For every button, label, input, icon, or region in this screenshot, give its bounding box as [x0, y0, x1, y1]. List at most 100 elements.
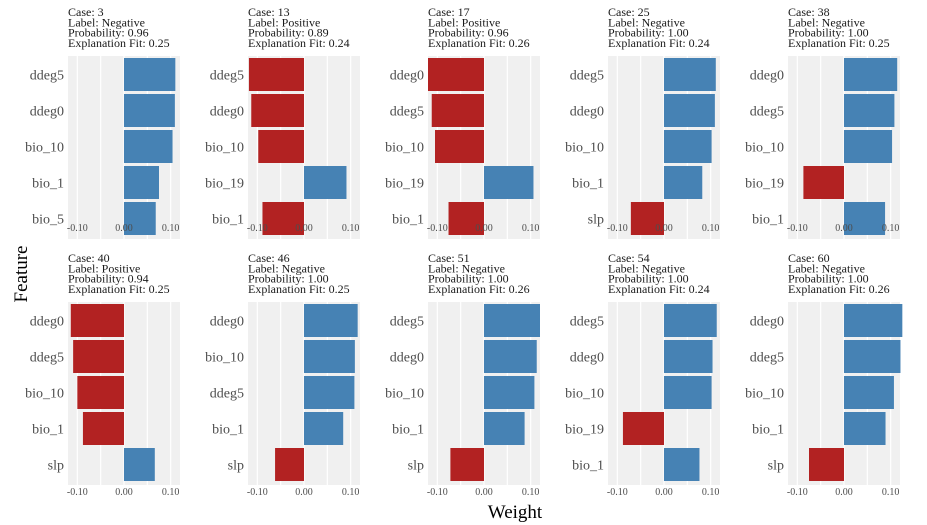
bar-bio_1: [484, 412, 525, 445]
facet-header-line: Label: Negative: [608, 15, 685, 29]
bar-bio_1: [664, 166, 703, 199]
bar-bio_5: [124, 202, 156, 235]
facet-header-line: Explanation Fit: 0.25: [68, 282, 170, 296]
feature-label: bio_10: [205, 141, 244, 156]
feature-label: ddeg0: [570, 351, 604, 366]
facet-header-line: Label: Negative: [428, 261, 505, 275]
bar-bio_10: [304, 340, 355, 373]
x-tick-label: 0.00: [475, 487, 493, 498]
x-tick-label: 0.00: [475, 223, 493, 234]
x-tick-label: 0.10: [342, 223, 360, 234]
bar-ddeg0: [844, 304, 903, 337]
bar-bio_10: [664, 130, 712, 163]
facet-header-line: Label: Negative: [608, 261, 685, 275]
bar-slp: [124, 448, 155, 481]
facet-header-line: Label: Negative: [788, 15, 865, 29]
feature-label: ddeg5: [30, 351, 64, 366]
facet-header-line: Probability: 1.00: [248, 272, 329, 286]
feature-label: bio_19: [385, 177, 424, 192]
facet-header-line: Explanation Fit: 0.25: [788, 36, 890, 50]
feature-label: ddeg5: [210, 387, 244, 402]
bar-bio_10: [844, 376, 894, 409]
facet-header-line: Explanation Fit: 0.24: [608, 282, 710, 296]
facet-header-line: Explanation Fit: 0.25: [248, 282, 350, 296]
bar-bio_1: [844, 202, 886, 235]
bar-bio_10: [77, 376, 124, 409]
x-tick-label: 0.10: [342, 487, 360, 498]
facet-header-line: Label: Positive: [428, 15, 500, 29]
feature-label: slp: [408, 459, 424, 474]
feature-label: bio_10: [205, 351, 244, 366]
bar-ddeg0: [484, 340, 537, 373]
x-tick-label: 0.10: [162, 223, 180, 234]
feature-label: bio_10: [745, 141, 784, 156]
facet-header-line: Probability: 1.00: [788, 26, 869, 40]
feature-label: bio_1: [392, 213, 424, 228]
bar-ddeg5: [844, 340, 901, 373]
feature-label: ddeg0: [390, 69, 424, 84]
facet-header-line: Probability: 0.96: [428, 26, 509, 40]
facet-header-line: Explanation Fit: 0.26: [788, 282, 890, 296]
bar-slp: [275, 448, 304, 481]
feature-label: bio_1: [752, 213, 784, 228]
feature-label: bio_19: [565, 423, 604, 438]
bar-bio_10: [844, 130, 893, 163]
feature-label: slp: [768, 459, 784, 474]
feature-label: ddeg5: [570, 69, 604, 84]
bar-bio_1: [664, 448, 700, 481]
bar-ddeg5: [664, 58, 716, 91]
x-tick-label: 0.00: [115, 487, 133, 498]
x-tick-label: 0.00: [835, 487, 853, 498]
bar-bio_1: [304, 412, 344, 445]
feature-label: bio_1: [752, 423, 784, 438]
x-tick-label: -0.10: [247, 223, 268, 234]
feature-label: ddeg5: [750, 105, 784, 120]
bar-bio_10: [664, 376, 712, 409]
x-tick-label: -0.10: [427, 223, 448, 234]
bar-slp: [450, 448, 484, 481]
feature-label: bio_10: [25, 387, 64, 402]
bar-ddeg0: [664, 340, 713, 373]
facet-header-line: Case: 25: [608, 5, 650, 19]
feature-label: bio_10: [565, 141, 604, 156]
bar-bio_1: [844, 412, 886, 445]
bar-ddeg5: [248, 58, 304, 91]
feature-label: bio_19: [745, 177, 784, 192]
x-tick-label: -0.10: [247, 487, 268, 498]
bar-ddeg5: [431, 94, 484, 127]
facet-header-line: Case: 17: [428, 5, 470, 19]
bar-bio_19: [484, 166, 534, 199]
feature-label: ddeg5: [750, 351, 784, 366]
bar-ddeg5: [124, 58, 176, 91]
facet-header-line: Label: Negative: [248, 261, 325, 275]
x-tick-label: -0.10: [67, 223, 88, 234]
feature-label: bio_1: [392, 423, 424, 438]
facet-header-line: Case: 60: [788, 251, 830, 265]
bar-ddeg0: [428, 58, 484, 91]
bar-bio_10: [258, 130, 304, 163]
facet-header-line: Case: 38: [788, 5, 830, 19]
bar-bio_19: [803, 166, 844, 199]
feature-label: bio_1: [572, 177, 604, 192]
facet-header-line: Label: Negative: [68, 15, 145, 29]
x-tick-label: 0.10: [882, 487, 900, 498]
x-tick-label: -0.10: [427, 487, 448, 498]
facet-header-line: Probability: 1.00: [608, 26, 689, 40]
feature-label: ddeg0: [210, 315, 244, 330]
feature-label: bio_1: [212, 423, 244, 438]
feature-label: bio_5: [32, 213, 64, 228]
y-axis-title: Feature: [11, 246, 32, 303]
x-tick-label: -0.10: [787, 487, 808, 498]
facet-header-line: Case: 40: [68, 251, 110, 265]
bar-bio_10: [124, 130, 173, 163]
facet-header-line: Case: 51: [428, 251, 470, 265]
